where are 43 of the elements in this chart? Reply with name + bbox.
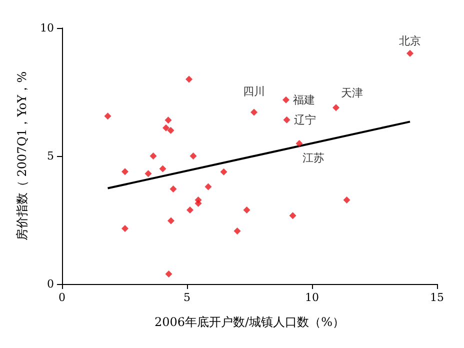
y-tick-label: 0: [47, 278, 54, 290]
point: [243, 206, 250, 214]
annotation: 辽宁: [294, 113, 316, 126]
x-tick-label: 10: [305, 291, 319, 304]
x-tick-label: 0: [58, 291, 66, 304]
point: [144, 170, 152, 178]
point: [289, 212, 296, 220]
x-tick-label: 5: [184, 291, 190, 304]
y-tick-label: 5: [47, 150, 54, 162]
annotation: 江苏: [302, 151, 324, 164]
annotation: 北京: [399, 34, 421, 48]
annotation: 福建: [293, 93, 315, 106]
point: [296, 140, 303, 147]
point: [234, 228, 241, 235]
point: [194, 200, 202, 207]
point: [283, 116, 290, 124]
annotation: 四川: [243, 85, 265, 98]
point: [204, 183, 212, 190]
point: [186, 206, 194, 214]
annotation: 天津: [341, 86, 363, 100]
point: [220, 168, 228, 176]
point: [168, 217, 174, 224]
point: [162, 124, 170, 132]
point: [159, 165, 166, 172]
point: [170, 186, 177, 193]
y-tick-label: 10: [40, 22, 54, 34]
point: [190, 152, 197, 160]
point: [165, 270, 172, 278]
point: [150, 152, 157, 160]
point: [406, 50, 414, 57]
point: [186, 76, 192, 83]
x-tick-label: 15: [430, 291, 444, 304]
x-axis-title: 2006年底开户数/城镇人口数（%）: [154, 315, 344, 329]
point: [332, 104, 340, 112]
point: [104, 112, 112, 120]
y-axis-title: 房价指数（ 2007Q1，YoY，%: [15, 71, 29, 241]
point: [343, 196, 350, 204]
point: [250, 108, 258, 116]
point: [122, 168, 128, 176]
point: [164, 116, 172, 124]
point: [282, 96, 290, 104]
point: [122, 224, 128, 232]
point: [167, 126, 174, 134]
